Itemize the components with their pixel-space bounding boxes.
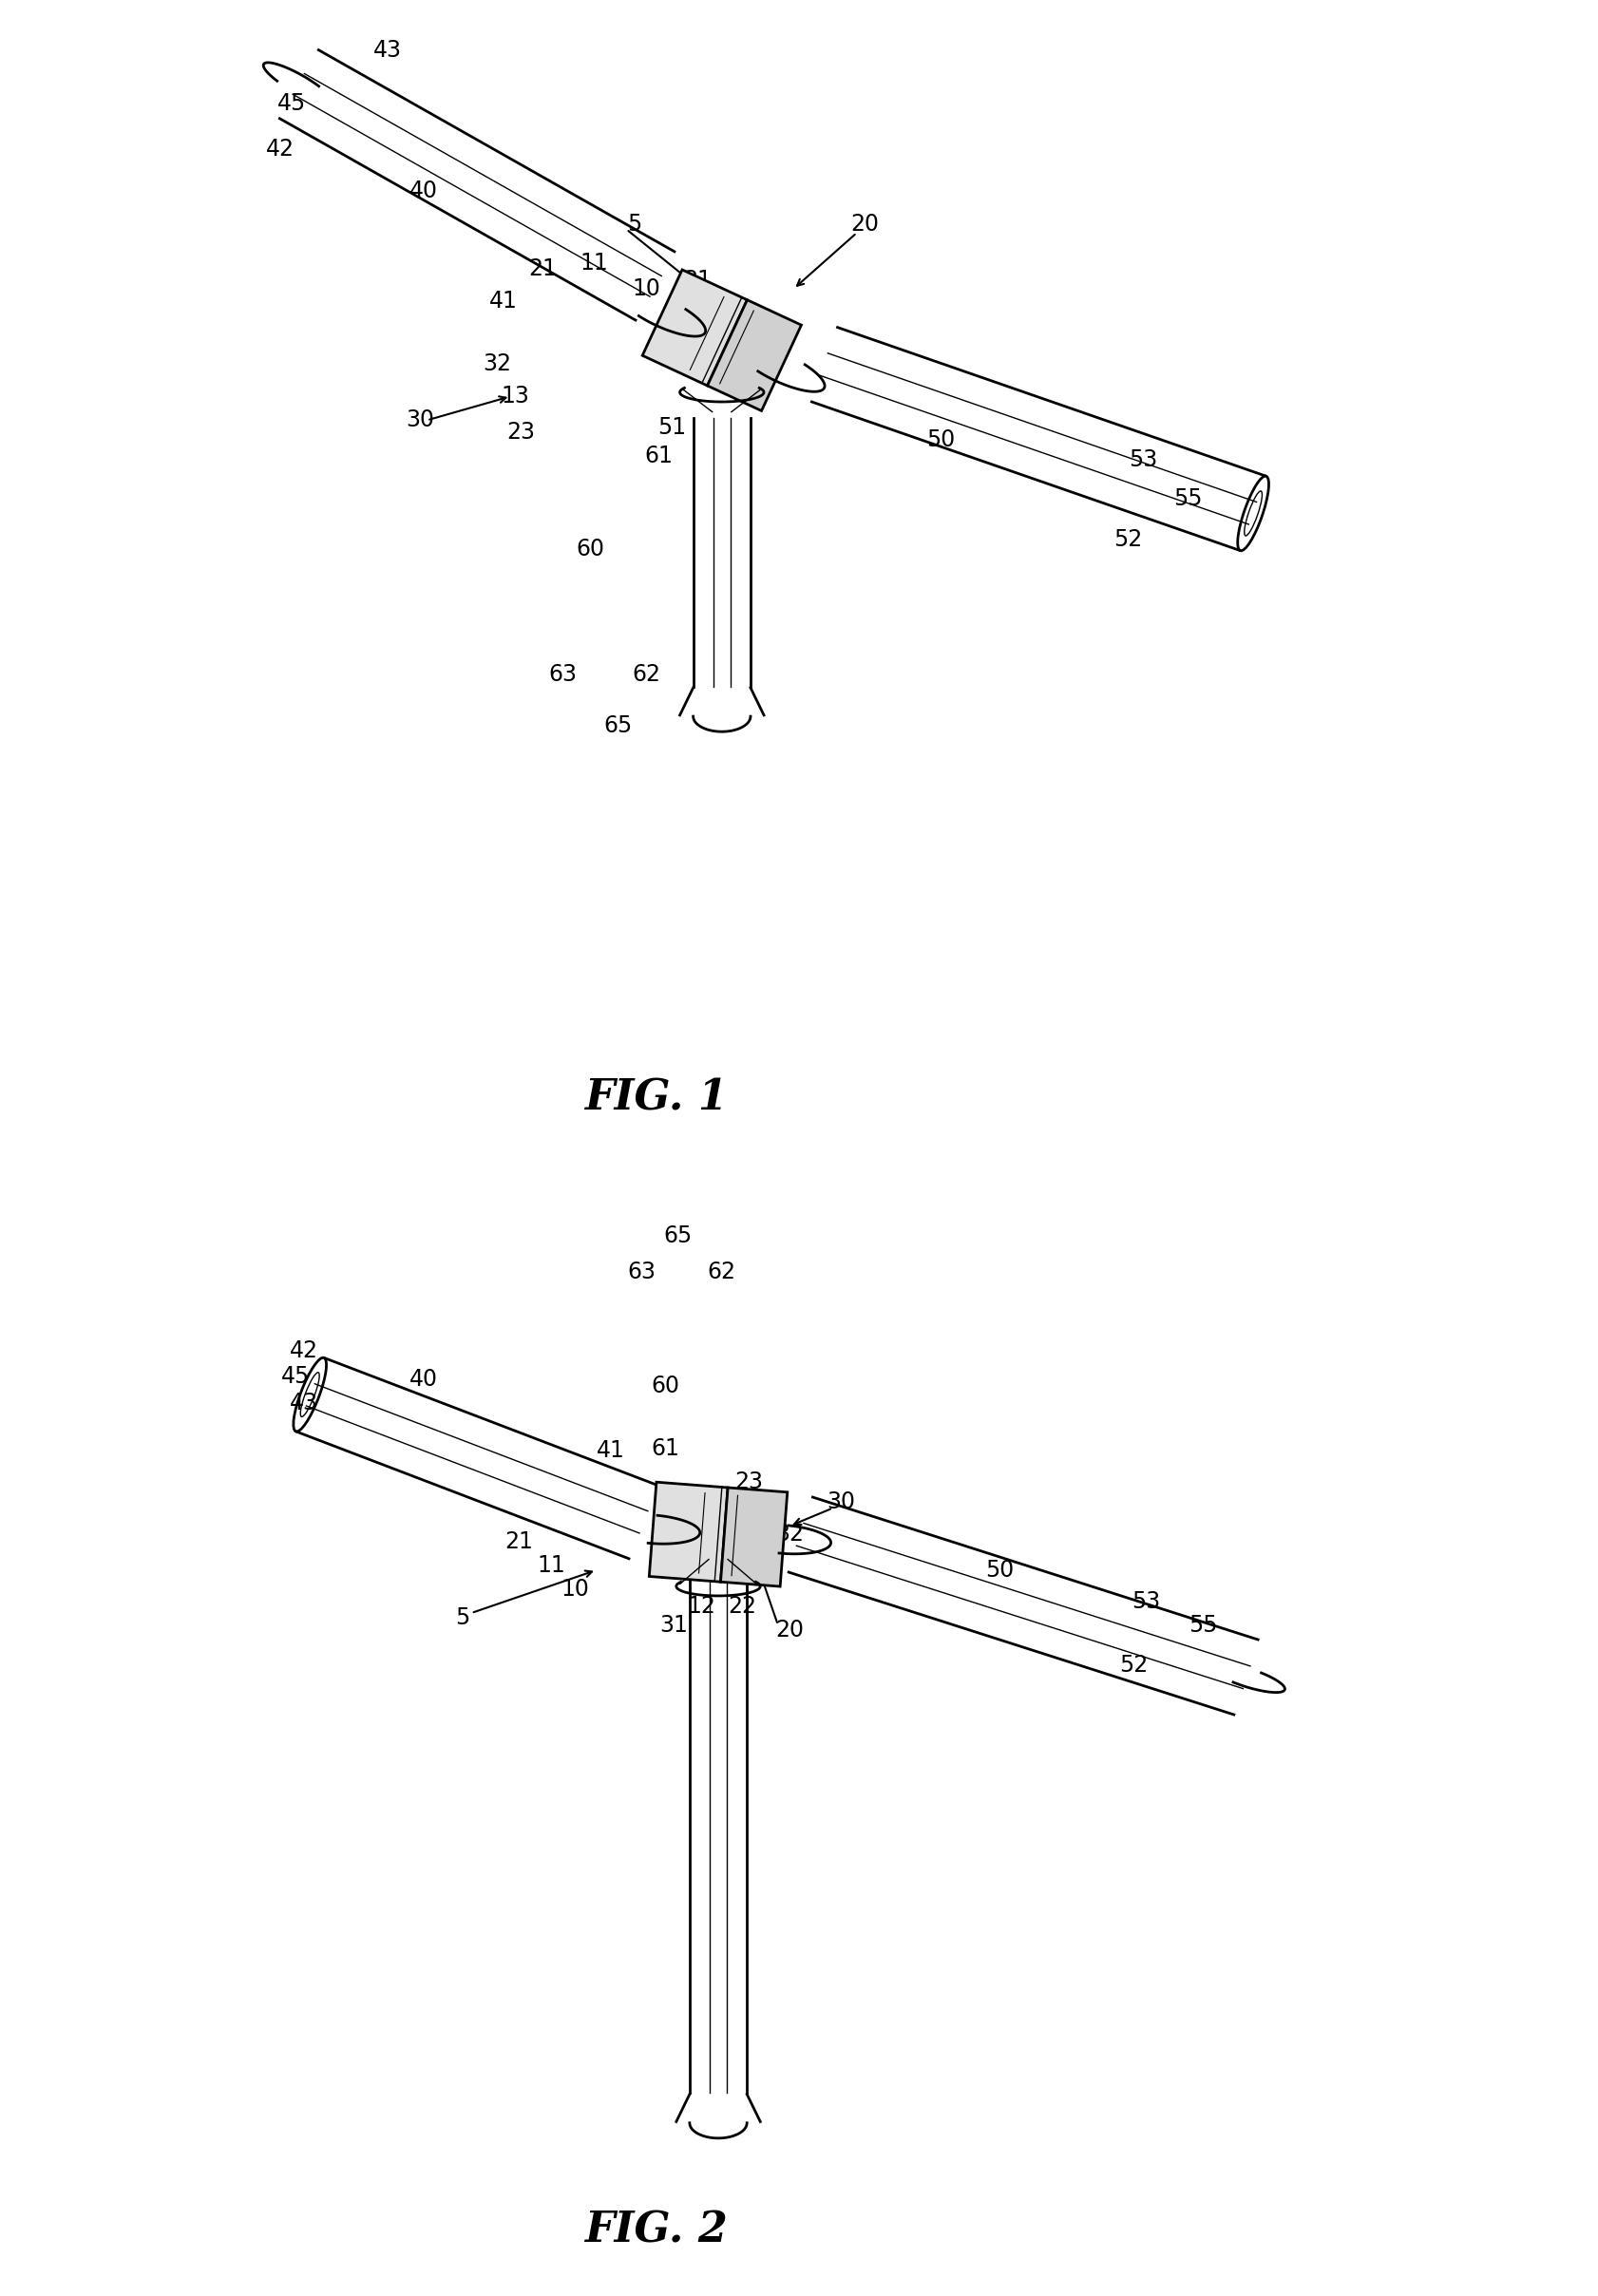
Text: 53: 53 <box>1131 1589 1160 1612</box>
Text: 60: 60 <box>650 1375 679 1398</box>
Text: 21: 21 <box>505 1529 532 1552</box>
Text: 65: 65 <box>604 714 631 737</box>
Text: 60: 60 <box>575 537 604 560</box>
Text: 52: 52 <box>1112 528 1141 551</box>
Text: 50: 50 <box>984 1559 1013 1582</box>
Text: 32: 32 <box>775 1522 804 1545</box>
Text: 41: 41 <box>596 1440 625 1463</box>
Text: 51: 51 <box>735 1548 764 1570</box>
Text: 62: 62 <box>708 1261 735 1283</box>
Text: 12: 12 <box>687 1593 716 1616</box>
Text: 12: 12 <box>674 301 703 324</box>
Text: 62: 62 <box>631 664 660 687</box>
Text: 20: 20 <box>850 214 879 236</box>
Text: 55: 55 <box>1173 487 1202 510</box>
Text: 5: 5 <box>626 214 641 236</box>
Text: 45: 45 <box>281 1366 310 1389</box>
Text: 23: 23 <box>507 420 535 443</box>
Polygon shape <box>642 269 746 386</box>
Text: 61: 61 <box>644 445 673 468</box>
Text: 30: 30 <box>406 409 433 432</box>
Text: 31: 31 <box>684 269 711 292</box>
Text: 41: 41 <box>489 289 518 312</box>
Text: 10: 10 <box>633 278 660 301</box>
Text: 63: 63 <box>548 664 577 687</box>
Text: 40: 40 <box>409 1368 438 1391</box>
Text: 10: 10 <box>561 1577 588 1600</box>
Polygon shape <box>649 1483 727 1582</box>
Text: 65: 65 <box>663 1224 692 1247</box>
Text: FIG. 1: FIG. 1 <box>585 1079 727 1118</box>
Text: 5: 5 <box>455 1607 470 1630</box>
Text: 13: 13 <box>500 386 529 409</box>
Text: 22: 22 <box>727 305 756 328</box>
Text: 45: 45 <box>278 92 307 115</box>
Text: 13: 13 <box>740 1495 767 1518</box>
Text: FIG. 2: FIG. 2 <box>585 2211 727 2250</box>
Text: 43: 43 <box>289 1391 318 1414</box>
Text: 11: 11 <box>537 1554 566 1577</box>
Text: 55: 55 <box>1187 1614 1216 1637</box>
Text: 50: 50 <box>925 427 954 450</box>
Text: 31: 31 <box>660 1614 687 1637</box>
Text: 23: 23 <box>735 1469 764 1492</box>
Text: 61: 61 <box>650 1437 679 1460</box>
Text: 22: 22 <box>727 1593 756 1616</box>
Text: 21: 21 <box>529 257 556 280</box>
Text: 43: 43 <box>372 39 401 62</box>
Text: 20: 20 <box>775 1619 804 1642</box>
Polygon shape <box>721 1488 786 1587</box>
Text: 40: 40 <box>409 179 438 202</box>
Text: 11: 11 <box>580 250 607 273</box>
Text: 42: 42 <box>265 138 294 161</box>
Text: 53: 53 <box>1128 448 1157 471</box>
Text: 30: 30 <box>826 1490 855 1513</box>
Text: 32: 32 <box>483 354 511 377</box>
Polygon shape <box>706 301 801 411</box>
Text: 52: 52 <box>1119 1653 1147 1676</box>
Text: 51: 51 <box>657 416 686 439</box>
Text: 42: 42 <box>289 1339 318 1362</box>
Text: 63: 63 <box>628 1261 655 1283</box>
